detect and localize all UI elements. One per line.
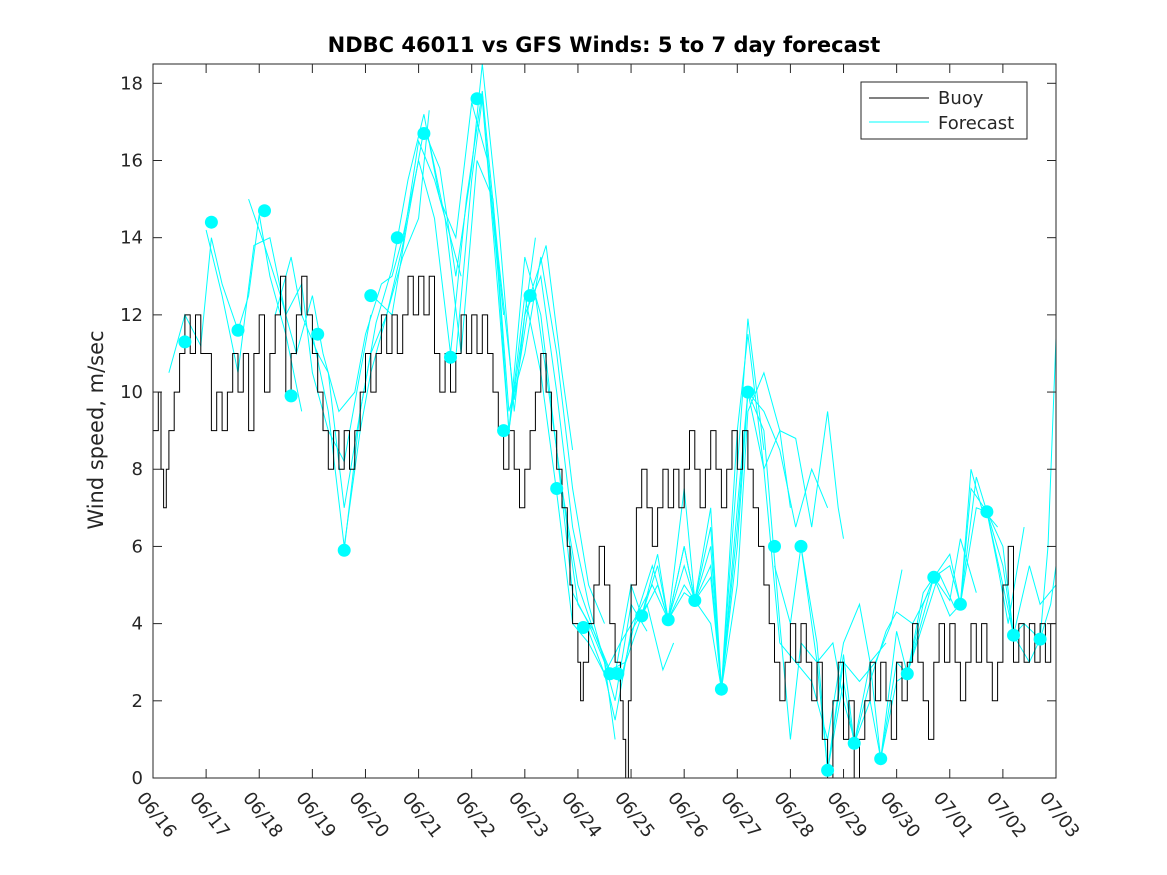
- legend-box: [860, 81, 1028, 140]
- forecast-marker-21: [688, 594, 702, 607]
- forecast-marker-29: [900, 667, 914, 681]
- y-tick-label: 2: [132, 691, 143, 712]
- forecast-marker-16: [576, 621, 590, 634]
- forecast-run-line-6: [343, 102, 505, 551]
- forecast-run-line-2: [205, 229, 372, 464]
- forecast-run-line-19: [694, 371, 844, 690]
- forecast-run-line-22: [774, 546, 903, 771]
- y-tick-label: 4: [132, 614, 143, 635]
- legend-label-forecast: Forecast: [938, 113, 1014, 134]
- forecast-marker-34: [1033, 632, 1047, 646]
- forecast-marker-19: [635, 609, 649, 623]
- forecast-run-line-25: [853, 538, 977, 759]
- forecast-marker-12: [470, 92, 484, 106]
- y-tick-label: 12: [120, 305, 143, 326]
- y-tick-label: 0: [132, 768, 143, 789]
- forecast-run-line-3: [248, 198, 404, 413]
- legend-label-buoy: Buoy: [938, 88, 984, 109]
- forecast-marker-14: [523, 289, 537, 303]
- forecast-run-line-12: [508, 295, 675, 721]
- forecast-marker-13: [497, 424, 511, 438]
- forecast-marker-6: [311, 327, 325, 341]
- forecast-run-line-8: [402, 90, 574, 450]
- forecast-marker-22: [714, 682, 728, 696]
- y-axis-label: Wind speed, m/sec: [84, 330, 108, 529]
- forecast-marker-25: [794, 539, 808, 553]
- buoy-line: [153, 275, 1056, 778]
- forecast-run-line-4: [274, 110, 430, 508]
- forecast-marker-27: [847, 736, 861, 750]
- forecast-marker-20: [661, 613, 675, 627]
- forecast-marker-9: [390, 231, 404, 245]
- forecast-marker-7: [337, 543, 351, 557]
- forecast-marker-26: [821, 763, 835, 777]
- forecast-marker-30: [927, 570, 941, 584]
- forecast-marker-32: [980, 505, 994, 519]
- forecast-marker-23: [741, 385, 755, 399]
- forecast-marker-15: [550, 482, 564, 495]
- forecast-marker-2: [204, 215, 218, 229]
- forecast-run-line-20: [720, 391, 855, 740]
- y-tick-label: 8: [132, 459, 143, 480]
- y-tick-label: 10: [120, 382, 143, 403]
- y-tick-label: 18: [120, 73, 143, 94]
- forecast-marker-28: [874, 752, 888, 766]
- forecast-run-line-28: [933, 487, 1056, 636]
- forecast-run-line-21: [747, 391, 887, 740]
- forecast-markers: [178, 92, 1047, 777]
- forecast-marker-11: [444, 350, 457, 364]
- y-tick-label: 14: [120, 228, 143, 249]
- forecast-marker-3: [231, 323, 245, 337]
- y-tick-label: 16: [120, 150, 143, 171]
- forecast-marker-5: [284, 389, 298, 403]
- axes-frame: [152, 63, 1057, 779]
- forecast-marker-8: [364, 289, 378, 303]
- forecast-marker-18: [611, 667, 625, 681]
- plot-area: [153, 64, 1056, 778]
- y-axis-ticks: 0 2 4 6 8 10 12 14 16 18: [120, 73, 1056, 789]
- y-tick-label: 6: [132, 536, 143, 557]
- forecast-marker-33: [1007, 628, 1020, 642]
- forecast-marker-31: [953, 597, 967, 611]
- chart-title: NDBC 46011 vs GFS Winds: 5 to 7 day fore…: [328, 33, 881, 57]
- forecast-marker-4: [258, 204, 271, 218]
- forecast-marker-10: [417, 127, 431, 140]
- legend: Buoy Forecast: [860, 81, 1028, 140]
- forecast-run-line-11: [481, 98, 648, 701]
- forecast-marker-1: [178, 335, 192, 349]
- forecast-run-line-24: [827, 572, 956, 771]
- buoy-series: [153, 275, 1056, 778]
- forecast-marker-24: [768, 539, 781, 553]
